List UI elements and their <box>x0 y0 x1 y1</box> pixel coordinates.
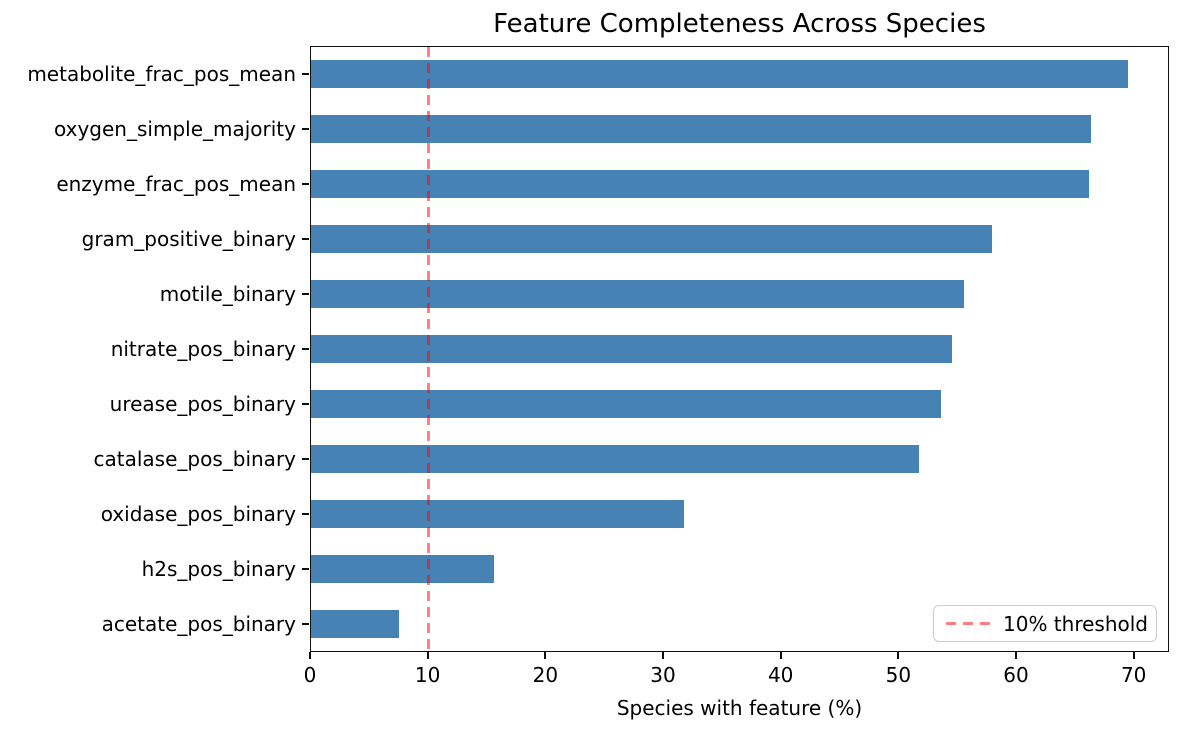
x-tick-label: 40 <box>767 663 794 687</box>
x-tick-mark <box>426 652 429 659</box>
x-tick-label: 50 <box>885 663 912 687</box>
y-tick-label: gram_positive_binary <box>81 226 296 251</box>
y-tick-label: oxygen_simple_majority <box>54 116 296 141</box>
y-axis-labels: metabolite_frac_pos_mean oxygen_simple_ma… <box>0 46 296 652</box>
x-tick-mark <box>662 652 664 659</box>
x-tick-label: 30 <box>650 663 676 687</box>
bar <box>311 280 964 309</box>
y-tick-label: urease_pos_binary <box>109 392 296 417</box>
y-tick-label: h2s_pos_binary <box>141 557 296 582</box>
bar <box>311 609 400 638</box>
legend-entry-label: 10% threshold <box>1003 611 1148 636</box>
y-tick-mark <box>302 237 309 240</box>
y-tick-label: oxidase_pos_binary <box>100 502 296 527</box>
y-tick-mark <box>302 513 309 516</box>
plot-area <box>310 46 1169 652</box>
bar <box>311 115 1091 144</box>
chart-title: Feature Completeness Across Species <box>493 9 986 39</box>
x-axis-label: Species with feature (%) <box>616 696 863 720</box>
x-tick-mark <box>309 652 311 659</box>
bar <box>311 335 952 363</box>
bar <box>311 225 992 254</box>
y-tick-mark <box>302 182 309 185</box>
y-tick-mark <box>302 458 309 461</box>
x-tick-mark <box>897 652 900 659</box>
bar <box>311 444 920 473</box>
x-tick-label: 20 <box>532 663 559 687</box>
y-tick-label: motile_binary <box>159 281 296 306</box>
bar <box>311 499 685 528</box>
bar <box>311 60 1129 89</box>
y-tick-mark <box>302 127 309 130</box>
bar <box>311 170 1090 199</box>
x-tick-label: 10 <box>414 663 441 687</box>
x-tick-mark <box>779 652 782 659</box>
y-tick-mark <box>302 72 309 75</box>
y-tick-mark <box>302 568 309 571</box>
y-tick-mark <box>302 623 309 626</box>
y-tick-label: nitrate_pos_binary <box>110 337 296 361</box>
x-tick-label: 70 <box>1120 663 1147 687</box>
x-tick-mark <box>1015 652 1018 659</box>
bar <box>311 554 495 583</box>
y-tick-mark <box>302 403 309 406</box>
legend: 10% threshold <box>933 605 1157 642</box>
x-tick-label: 0 <box>303 663 317 687</box>
x-tick-mark <box>544 652 547 659</box>
threshold-line <box>427 47 430 651</box>
legend-dashed-line-swatch <box>946 622 990 625</box>
y-tick-label: catalase_pos_binary <box>93 447 296 472</box>
y-tick-label: metabolite_frac_pos_mean <box>27 61 296 86</box>
y-tick-mark <box>302 292 309 295</box>
y-tick-label: acetate_pos_binary <box>101 612 296 637</box>
x-tick-mark <box>1132 652 1135 659</box>
bar <box>311 389 942 418</box>
y-tick-label: enzyme_frac_pos_mean <box>56 171 296 196</box>
y-tick-mark <box>302 348 309 350</box>
x-tick-label: 60 <box>1003 663 1029 687</box>
